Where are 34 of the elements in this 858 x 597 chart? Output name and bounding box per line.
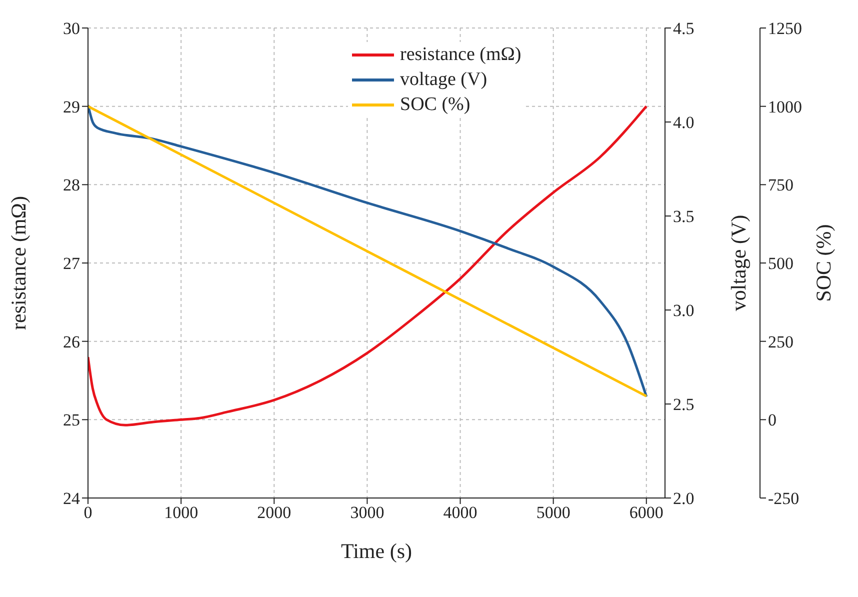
y3-tick-label: 1000 — [768, 97, 802, 116]
y2-tick-label: 2.0 — [673, 489, 694, 508]
legend-label: SOC (%) — [400, 94, 470, 116]
x-tick-label: 0 — [84, 503, 92, 522]
y-tick-label: 30 — [63, 19, 80, 38]
y3-tick-label: -250 — [768, 489, 800, 508]
y-tick-label: 27 — [63, 254, 80, 274]
y2-tick-label: 4.5 — [673, 19, 694, 38]
y-axis-title: resistance (mΩ) — [6, 196, 30, 330]
y2-tick-label: 3.5 — [673, 207, 694, 226]
y2-tick-label: 2.5 — [673, 395, 694, 414]
y2-axis-title: voltage (V) — [726, 214, 750, 312]
y3-tick-label: 0 — [768, 410, 776, 430]
y-tick-label: 25 — [63, 410, 80, 430]
legend-label: resistance (mΩ) — [400, 44, 522, 66]
y3-tick-label: 1250 — [768, 19, 802, 38]
y-tick-label: 26 — [63, 332, 80, 352]
y2-tick-label: 4.0 — [673, 113, 694, 132]
y3-tick-label: 250 — [768, 332, 794, 352]
y2-tick-label: 3.0 — [673, 301, 694, 320]
x-tick-label: 6000 — [629, 503, 664, 522]
y-tick-label: 29 — [63, 97, 80, 116]
y3-axis-title: SOC (%) — [811, 224, 836, 302]
x-axis-title: Time (s) — [341, 539, 412, 563]
y3-tick-label: 750 — [768, 176, 794, 195]
x-tick-label: 1000 — [164, 503, 198, 522]
y-tick-label: 24 — [63, 489, 80, 508]
x-tick-label: 5000 — [536, 503, 570, 522]
y3-tick-label: 500 — [768, 254, 794, 274]
legend-label: voltage (V) — [400, 68, 488, 90]
x-tick-label: 4000 — [443, 503, 478, 522]
x-tick-label: 3000 — [350, 503, 384, 522]
y-tick-label: 28 — [63, 176, 80, 195]
x-tick-label: 2000 — [257, 503, 292, 522]
